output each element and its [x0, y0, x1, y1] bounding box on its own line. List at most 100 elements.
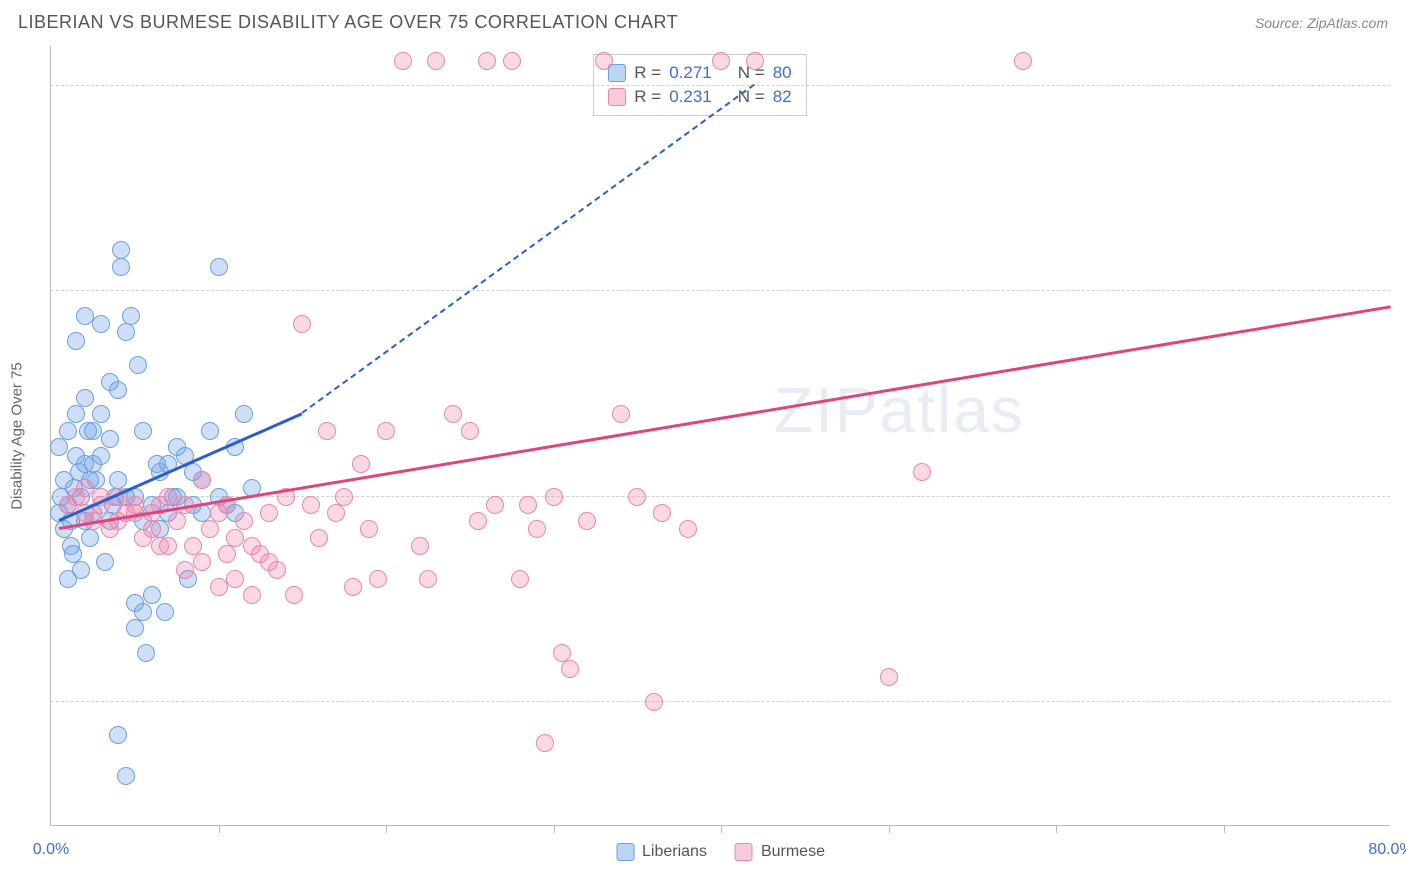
data-point — [545, 488, 563, 506]
data-point — [55, 520, 73, 538]
data-point — [344, 578, 362, 596]
data-point — [327, 504, 345, 522]
bottom-legend: Liberians Burmese — [616, 843, 825, 861]
data-point — [193, 471, 211, 489]
legend-item: Liberians — [616, 843, 707, 861]
watermark: ZIPatlas — [774, 373, 1025, 447]
data-point — [880, 668, 898, 686]
xtick-label: 80.0% — [1368, 841, 1406, 859]
legend-item: Burmese — [735, 843, 825, 861]
data-point — [394, 52, 412, 70]
data-point — [226, 570, 244, 588]
data-point — [427, 52, 445, 70]
data-point — [72, 561, 90, 579]
legend-swatch — [735, 843, 753, 861]
data-point — [92, 315, 110, 333]
xtick-label: 0.0% — [33, 841, 69, 859]
data-point — [310, 529, 328, 547]
data-point — [235, 512, 253, 530]
xtick — [386, 825, 387, 833]
data-point — [318, 422, 336, 440]
data-point — [478, 52, 496, 70]
page-title: LIBERIAN VS BURMESE DISABILITY AGE OVER … — [18, 12, 678, 33]
xtick — [1056, 825, 1057, 833]
data-point — [628, 488, 646, 506]
data-point — [126, 619, 144, 637]
data-point — [81, 529, 99, 547]
data-point — [92, 405, 110, 423]
y-axis-label: Disability Age Over 75 — [9, 362, 26, 510]
data-point — [536, 734, 554, 752]
gridline-h — [51, 701, 1390, 702]
data-point — [201, 422, 219, 440]
data-point — [712, 52, 730, 70]
data-point — [112, 241, 130, 259]
data-point — [109, 726, 127, 744]
data-point — [293, 315, 311, 333]
ytick-label: 25.0% — [1398, 693, 1406, 711]
data-point — [226, 529, 244, 547]
data-point — [143, 586, 161, 604]
data-point — [159, 537, 177, 555]
data-point — [235, 405, 253, 423]
data-point — [129, 356, 147, 374]
data-point — [117, 767, 135, 785]
data-point — [411, 537, 429, 555]
data-point — [553, 644, 571, 662]
stats-row: R =0.231N =82 — [608, 85, 791, 109]
data-point — [444, 405, 462, 423]
data-point — [419, 570, 437, 588]
data-point — [486, 496, 504, 514]
gridline-h — [51, 85, 1390, 86]
data-point — [67, 405, 85, 423]
data-point — [612, 405, 630, 423]
stat-n-label: N = — [738, 87, 765, 107]
data-point — [369, 570, 387, 588]
data-point — [461, 422, 479, 440]
data-point — [260, 504, 278, 522]
stat-r-label: R = — [634, 63, 661, 83]
stat-n-value: 82 — [773, 87, 792, 107]
data-point — [377, 422, 395, 440]
data-point — [76, 389, 94, 407]
data-point — [122, 307, 140, 325]
data-point — [503, 52, 521, 70]
stat-n-value: 80 — [773, 63, 792, 83]
data-point — [184, 537, 202, 555]
data-point — [913, 463, 931, 481]
data-point — [653, 504, 671, 522]
data-point — [561, 660, 579, 678]
legend-swatch — [608, 88, 626, 106]
data-point — [84, 422, 102, 440]
xtick — [554, 825, 555, 833]
data-point — [101, 373, 119, 391]
data-point — [176, 561, 194, 579]
data-point — [50, 438, 68, 456]
data-point — [67, 332, 85, 350]
gridline-h — [51, 290, 1390, 291]
data-point — [746, 52, 764, 70]
data-point — [101, 520, 119, 538]
ytick-label: 75.0% — [1398, 282, 1406, 300]
ytick-label: 50.0% — [1398, 488, 1406, 506]
xtick — [1224, 825, 1225, 833]
xtick — [219, 825, 220, 833]
data-point — [137, 644, 155, 662]
data-point — [76, 479, 94, 497]
data-point — [134, 422, 152, 440]
legend-swatch — [616, 843, 634, 861]
data-point — [360, 520, 378, 538]
data-point — [92, 447, 110, 465]
stats-row: R =0.271N =80 — [608, 61, 791, 85]
data-point — [193, 553, 211, 571]
data-point — [260, 553, 278, 571]
data-point — [101, 430, 119, 448]
data-point — [519, 496, 537, 514]
legend-label: Liberians — [642, 843, 707, 861]
stat-r-label: R = — [634, 87, 661, 107]
data-point — [528, 520, 546, 538]
data-point — [335, 488, 353, 506]
data-point — [210, 578, 228, 596]
data-point — [59, 422, 77, 440]
data-point — [112, 258, 130, 276]
